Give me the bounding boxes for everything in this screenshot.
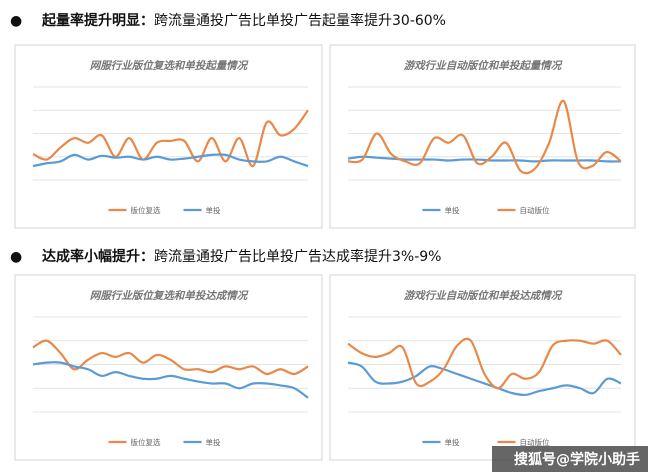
bullet-text: 达成率小幅提升：跨流量通投广告比单投广告达成率提升3%-9%	[42, 248, 441, 265]
series-line	[32, 361, 309, 399]
chart-frame	[329, 44, 636, 229]
bullet-dot: ●	[10, 249, 22, 265]
series-line	[32, 153, 309, 168]
chart-frame	[14, 274, 323, 461]
series-line	[32, 109, 309, 168]
legend-label: 单投	[206, 437, 221, 447]
chart-title: 游戏行业自动版位和单投起量情况	[404, 59, 563, 72]
bullet-heading: 达成率小幅提升：	[42, 248, 154, 265]
watermark: 搜狐号@学院小助手	[514, 451, 640, 468]
chart-frame	[14, 44, 323, 229]
series-line	[347, 361, 622, 397]
bullet-1: ● 起量率提升明显：跨流量通投广告比单投广告起量率提升30-60%	[10, 12, 446, 29]
legend-label: 版位复选	[131, 205, 161, 215]
legend-label: 自动版位	[520, 205, 550, 215]
legend-label: 版位复选	[131, 437, 161, 447]
bullet-2: ● 达成率小幅提升：跨流量通投广告比单投广告达成率提升3%-9%	[10, 248, 441, 265]
legend-label: 单投	[206, 205, 221, 215]
bullet-dot: ●	[10, 13, 22, 29]
chart-title: 游戏行业自动版位和单投达成情况	[404, 289, 563, 302]
chart-title: 网服行业版位复选和单投起量情况	[90, 59, 249, 72]
bullet-heading: 起量率提升明显：	[41, 12, 154, 29]
legend-label: 自动版位	[520, 437, 550, 447]
bullet-text: 起量率提升明显：跨流量通投广告比单投广告起量率提升30-60%	[41, 12, 446, 29]
chart-title: 网服行业版位复选和单投达成情况	[90, 289, 249, 302]
series-line	[347, 337, 622, 390]
bullet-body: 跨流量通投广告比单投广告起量率提升30-60%	[154, 12, 446, 29]
legend-label: 单投	[445, 205, 460, 215]
watermark-bg	[492, 446, 648, 472]
series-line	[347, 99, 622, 175]
bullet-body: 跨流量通投广告比单投广告达成率提升3%-9%	[154, 248, 441, 265]
legend-label: 单投	[445, 437, 460, 447]
